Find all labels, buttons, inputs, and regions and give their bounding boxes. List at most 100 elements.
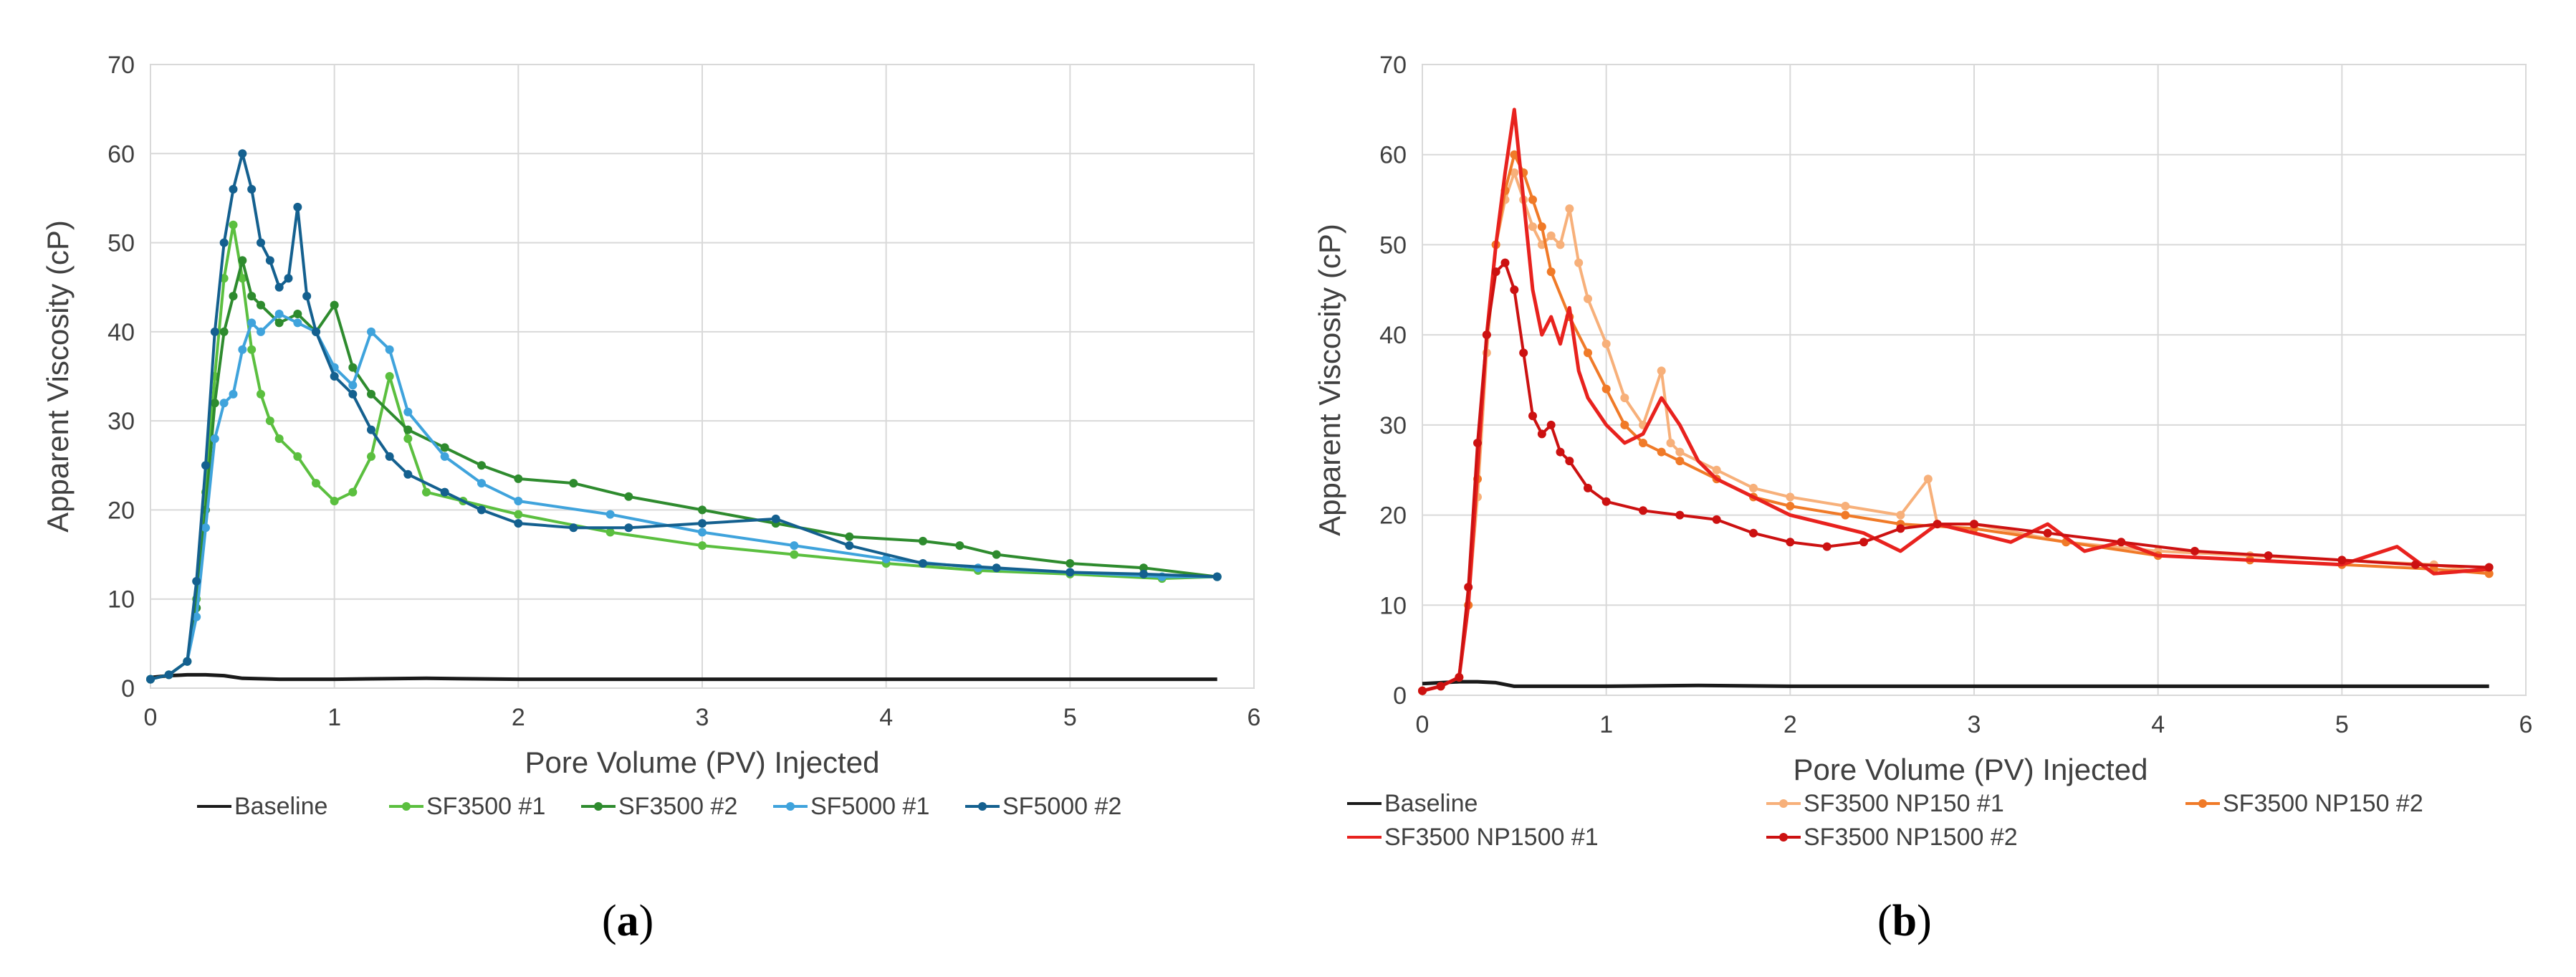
x-tick-label: 3 [1968, 711, 1981, 738]
legend-item: SF5000 #2 [965, 793, 1121, 820]
data-point [330, 497, 339, 505]
legend-marker [2198, 799, 2207, 808]
y-axis-title: Apparent Viscosity (cP) [41, 220, 75, 533]
data-point [293, 202, 302, 211]
data-point [1639, 439, 1647, 447]
x-tick-label: 6 [2519, 711, 2533, 738]
data-point [1712, 515, 1721, 524]
series-baseline [1422, 680, 2489, 688]
data-point [2484, 563, 2494, 572]
data-point [790, 541, 799, 551]
data-point [1556, 447, 1565, 457]
data-point [265, 416, 274, 426]
data-point [440, 487, 449, 497]
data-point [229, 389, 238, 399]
y-tick-label: 40 [107, 319, 135, 346]
legend-label: SF5000 #2 [1002, 793, 1121, 820]
data-point [367, 389, 375, 399]
y-tick-label: 50 [107, 230, 135, 257]
data-point [201, 523, 210, 533]
panel-label-close: ) [639, 897, 654, 945]
legend-label: SF3500 NP150 #1 [1804, 790, 2004, 817]
data-point [1933, 520, 1942, 529]
x-tick-label: 0 [1416, 711, 1430, 738]
data-point [1066, 559, 1075, 568]
data-point [1565, 457, 1574, 466]
data-point [1712, 465, 1721, 475]
x-tick-label: 1 [327, 704, 341, 731]
data-point [238, 256, 247, 265]
data-series [1418, 108, 2494, 695]
data-point [624, 523, 633, 533]
y-tick-label: 70 [1379, 52, 1407, 79]
chart-panel-b: 0 10 20 30 40 50 60 70 0 1 2 3 4 5 6 Pore Volume (PV)… [1313, 52, 2532, 945]
data-point [2337, 556, 2347, 565]
x-tick-label: 6 [1248, 704, 1261, 731]
data-point [1066, 568, 1075, 577]
data-point [698, 528, 707, 537]
panel-label-letter: b [1892, 897, 1917, 945]
data-point [348, 389, 358, 399]
data-point [624, 492, 633, 501]
legend-item: SF3500 NP1500 #1 [1347, 824, 1599, 851]
data-point [1418, 686, 1427, 695]
data-point [274, 434, 284, 443]
data-point [1749, 528, 1758, 538]
data-point [348, 381, 358, 390]
series-sf3500-np1500-2 [1418, 258, 2494, 695]
legend-item: SF5000 #1 [773, 793, 929, 820]
y-tick-label: 40 [1379, 322, 1407, 349]
data-point [367, 452, 375, 461]
data-point [771, 514, 780, 523]
data-point [1528, 195, 1537, 204]
data-point [1675, 510, 1685, 520]
data-point [698, 505, 707, 515]
data-point [514, 519, 523, 528]
panel-label-letter: a [617, 897, 639, 945]
data-point [1859, 538, 1868, 547]
data-point [238, 274, 247, 283]
data-point [348, 487, 358, 497]
data-point [403, 434, 413, 443]
data-point [514, 510, 523, 519]
data-point [274, 282, 284, 292]
data-point [955, 541, 964, 551]
data-point [219, 399, 229, 408]
x-tick-label: 4 [2151, 711, 2165, 738]
data-point [2190, 546, 2199, 556]
data-point [257, 327, 265, 336]
data-point [1675, 447, 1685, 457]
data-point [1455, 672, 1464, 682]
y-tick-label: 0 [1393, 682, 1407, 710]
series-sf3500-np1500-1 [1422, 108, 2489, 693]
data-point [1528, 222, 1537, 232]
x-tick-label: 5 [1063, 704, 1077, 731]
data-point [422, 487, 431, 497]
data-point [1923, 475, 1933, 484]
series-line [150, 313, 1217, 681]
data-point [229, 185, 238, 194]
data-point [477, 479, 486, 488]
x-tick-label: 5 [2335, 711, 2349, 738]
y-tick-label: 30 [107, 408, 135, 435]
legend: Baseline SF3500 #1 SF3500 #2 SF5000 #1 SF500… [197, 793, 1121, 820]
data-point [1491, 267, 1500, 277]
data-point [219, 327, 229, 336]
data-point [605, 510, 615, 519]
y-tick-label: 10 [107, 586, 135, 614]
series-line [1422, 261, 2489, 692]
data-point [440, 452, 449, 461]
data-point [698, 519, 707, 528]
y-tick-labels: 0 10 20 30 40 50 60 70 [1379, 52, 1407, 710]
legend-label: SF3500 #1 [426, 793, 545, 820]
y-tick-label: 20 [1379, 502, 1407, 530]
legend-label: Baseline [1384, 790, 1478, 817]
data-point [1584, 483, 1592, 492]
data-point [201, 461, 210, 470]
data-point [1786, 492, 1795, 502]
data-point [1556, 240, 1565, 249]
data-point [1436, 682, 1445, 691]
data-point [1537, 429, 1546, 439]
legend-marker [402, 802, 411, 811]
